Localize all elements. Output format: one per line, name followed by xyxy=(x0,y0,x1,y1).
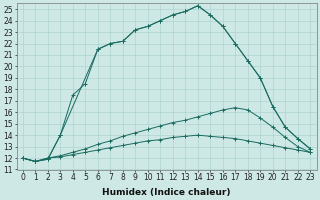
X-axis label: Humidex (Indice chaleur): Humidex (Indice chaleur) xyxy=(102,188,231,197)
